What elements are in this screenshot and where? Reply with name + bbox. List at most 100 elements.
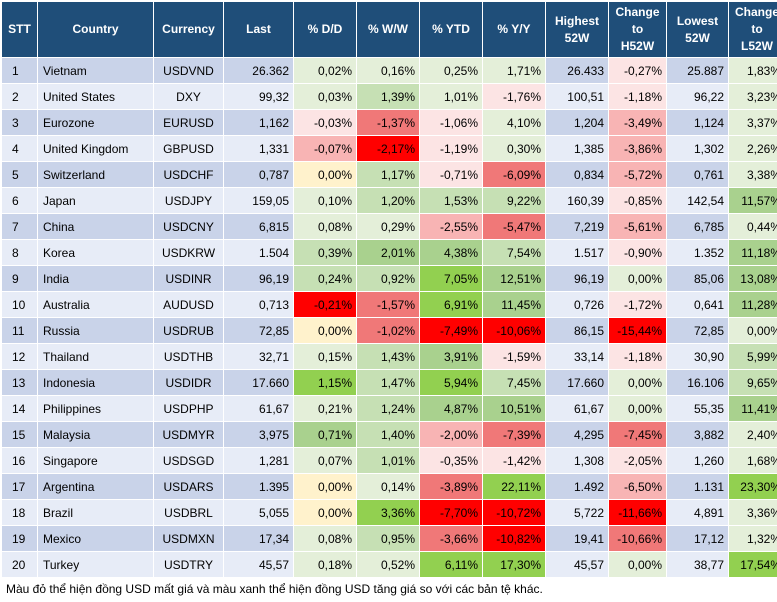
cell-last: 99,32 — [223, 83, 294, 110]
cell-stt: 4 — [1, 135, 38, 162]
cell-yy: 0,30% — [482, 135, 546, 162]
cell-stt: 17 — [1, 473, 38, 500]
cell-ytd: -3,89% — [419, 473, 483, 500]
cell-cl52: 11,57% — [728, 187, 777, 214]
cell-yy: -10,72% — [482, 499, 546, 526]
cell-country: Brazil — [37, 499, 154, 526]
cell-cl52: 3,23% — [728, 83, 777, 110]
cell-yy: 4,10% — [482, 109, 546, 136]
fx-table-container: STT Country Currency Last% D/D% W/W% YTD% Y… — [1, 1, 777, 578]
cell-h52: 160,39 — [545, 187, 609, 214]
cell-ytd: -1,19% — [419, 135, 483, 162]
cell-l52: 96,22 — [666, 83, 729, 110]
header-cl52: Change to L52W — [728, 1, 777, 58]
cell-ch52: -0,27% — [608, 57, 667, 84]
cell-h52: 26.433 — [545, 57, 609, 84]
cell-ch52: -5,61% — [608, 213, 667, 240]
table-row: 2 United States DXY 99,32 0,03% 1,39% 1,01% -1,… — [1, 83, 777, 110]
cell-h52: 45,57 — [545, 551, 609, 578]
cell-yy: -6,09% — [482, 161, 546, 188]
cell-ww: 1,43% — [356, 343, 420, 370]
cell-country: Argentina — [37, 473, 154, 500]
cell-ch52: -0,90% — [608, 239, 667, 266]
cell-stt: 5 — [1, 161, 38, 188]
cell-l52: 1,302 — [666, 135, 729, 162]
cell-last: 1.395 — [223, 473, 294, 500]
header-dd: % D/D — [293, 1, 357, 58]
cell-ytd: -3,66% — [419, 525, 483, 552]
header-last: Last — [223, 1, 294, 58]
cell-cl52: 0,44% — [728, 213, 777, 240]
header-stt: STT — [1, 1, 38, 58]
cell-ww: 1,20% — [356, 187, 420, 214]
cell-stt: 7 — [1, 213, 38, 240]
cell-yy: 22,11% — [482, 473, 546, 500]
cell-stt: 13 — [1, 369, 38, 396]
cell-currency: USDCHF — [153, 161, 224, 188]
cell-ytd: 7,05% — [419, 265, 483, 292]
cell-stt: 9 — [1, 265, 38, 292]
cell-ytd: -7,70% — [419, 499, 483, 526]
cell-h52: 1,204 — [545, 109, 609, 136]
cell-ww: 0,95% — [356, 525, 420, 552]
cell-ch52: -7,45% — [608, 421, 667, 448]
cell-h52: 33,14 — [545, 343, 609, 370]
cell-ww: 1,01% — [356, 447, 420, 474]
cell-ch52: 0,00% — [608, 265, 667, 292]
cell-l52: 0,641 — [666, 291, 729, 318]
cell-dd: -0,21% — [293, 291, 357, 318]
cell-stt: 10 — [1, 291, 38, 318]
cell-stt: 18 — [1, 499, 38, 526]
cell-currency: USDMXN — [153, 525, 224, 552]
cell-dd: 0,10% — [293, 187, 357, 214]
cell-ytd: 3,91% — [419, 343, 483, 370]
cell-ww: -1,02% — [356, 317, 420, 344]
cell-stt: 19 — [1, 525, 38, 552]
table-row: 7 China USDCNY 6,815 0,08% 0,29% -2,55% -5,47% 7… — [1, 213, 777, 240]
header-l52: Lowest 52W — [666, 1, 729, 58]
cell-l52: 1.352 — [666, 239, 729, 266]
cell-currency: USDSGD — [153, 447, 224, 474]
cell-ww: 1,39% — [356, 83, 420, 110]
cell-yy: 7,54% — [482, 239, 546, 266]
cell-ch52: 0,00% — [608, 395, 667, 422]
cell-dd: 0,18% — [293, 551, 357, 578]
cell-ww: -1,37% — [356, 109, 420, 136]
cell-country: Eurozone — [37, 109, 154, 136]
cell-currency: USDRUB — [153, 317, 224, 344]
cell-l52: 85,06 — [666, 265, 729, 292]
cell-yy: -1,42% — [482, 447, 546, 474]
cell-h52: 86,15 — [545, 317, 609, 344]
cell-country: Russia — [37, 317, 154, 344]
cell-currency: USDBRL — [153, 499, 224, 526]
cell-l52: 38,77 — [666, 551, 729, 578]
cell-country: Vietnam — [37, 57, 154, 84]
cell-dd: -0,03% — [293, 109, 357, 136]
cell-stt: 2 — [1, 83, 38, 110]
cell-cl52: 17,54% — [728, 551, 777, 578]
cell-dd: -0,07% — [293, 135, 357, 162]
cell-l52: 1.131 — [666, 473, 729, 500]
cell-country: United States — [37, 83, 154, 110]
cell-ch52: -0,85% — [608, 187, 667, 214]
cell-stt: 3 — [1, 109, 38, 136]
cell-ytd: -0,71% — [419, 161, 483, 188]
cell-cl52: 1,68% — [728, 447, 777, 474]
table-body: 1 Vietnam USDVND 26.362 0,02% 0,16% 0,25% 1,71%… — [1, 57, 777, 578]
cell-last: 0,713 — [223, 291, 294, 318]
cell-yy: 12,51% — [482, 265, 546, 292]
cell-last: 96,19 — [223, 265, 294, 292]
cell-cl52: 3,37% — [728, 109, 777, 136]
cell-country: Malaysia — [37, 421, 154, 448]
cell-yy: 7,45% — [482, 369, 546, 396]
table-row: 8 Korea USDKRW 1.504 0,39% 2,01% 4,38% 7,54% 1.5… — [1, 239, 777, 266]
cell-last: 159,05 — [223, 187, 294, 214]
cell-currency: AUDUSD — [153, 291, 224, 318]
cell-h52: 7,219 — [545, 213, 609, 240]
cell-country: Philippines — [37, 395, 154, 422]
cell-yy: 17,30% — [482, 551, 546, 578]
cell-currency: USDKRW — [153, 239, 224, 266]
header-ww: % W/W — [356, 1, 420, 58]
cell-l52: 17,12 — [666, 525, 729, 552]
footnote: Màu đỏ thể hiện đồng USD mất giá và màu … — [6, 582, 543, 596]
